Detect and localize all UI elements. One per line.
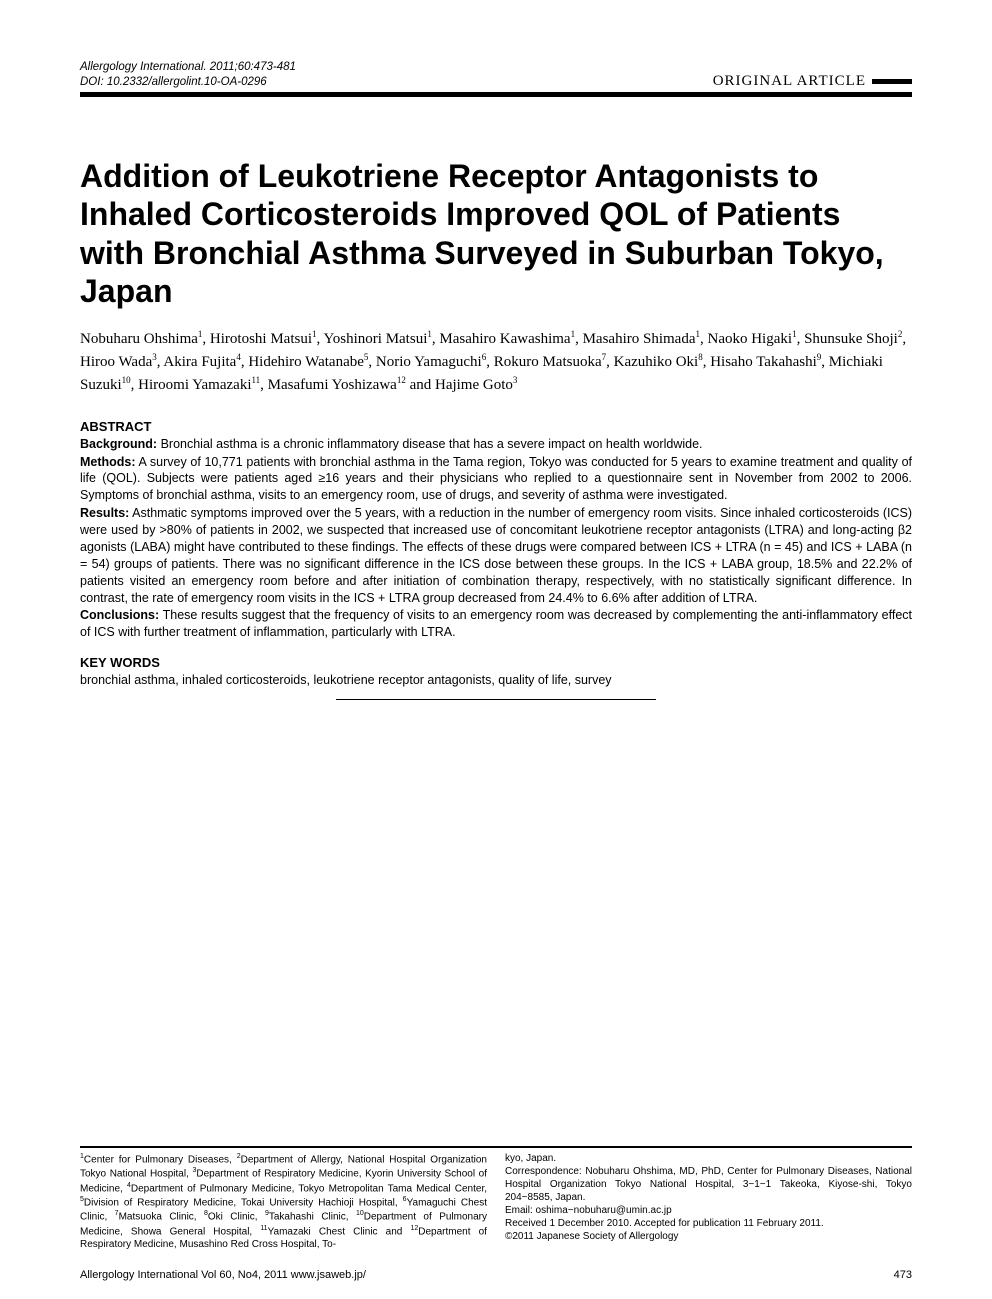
doi: DOI: 10.2332/allergolint.10-OA-0296 [80, 75, 296, 90]
abstract-background: Background: Bronchial asthma is a chroni… [80, 436, 912, 453]
abstract-block: ABSTRACT Background: Bronchial asthma is… [80, 419, 912, 642]
methods-label: Methods: [80, 455, 136, 469]
methods-text: A survey of 10,771 patients with bronchi… [80, 455, 912, 503]
keywords-text: bronchial asthma, inhaled corticosteroid… [80, 672, 912, 689]
background-text: Bronchial asthma is a chronic inflammato… [157, 437, 702, 451]
abstract-methods: Methods: A survey of 10,771 patients wit… [80, 454, 912, 505]
header-bar-full [80, 92, 912, 97]
affiliations-right: kyo, Japan.Correspondence: Nobuharu Ohsh… [505, 1152, 912, 1251]
article-title: Addition of Leukotriene Receptor Antagon… [80, 157, 912, 311]
journal-citation: Allergology International. 2011;60:473-4… [80, 60, 296, 75]
header-bar-short [872, 79, 912, 84]
abstract-conclusions: Conclusions: These results suggest that … [80, 607, 912, 641]
author-list: Nobuharu Ohshima1, Hirotoshi Matsui1, Yo… [80, 328, 912, 396]
abstract-body: Background: Bronchial asthma is a chroni… [80, 436, 912, 642]
article-type-block: ORIGINAL ARTICLE [707, 73, 912, 90]
conclusions-text: These results suggest that the frequency… [80, 608, 912, 639]
abstract-heading: ABSTRACT [80, 419, 912, 434]
article-type: ORIGINAL ARTICLE [707, 73, 872, 90]
results-label: Results: [80, 506, 129, 520]
background-label: Background: [80, 437, 157, 451]
affiliations-rule [80, 1146, 912, 1148]
affiliations-columns: 1Center for Pulmonary Diseases, 2Departm… [80, 1152, 912, 1251]
affiliations-block: 1Center for Pulmonary Diseases, 2Departm… [80, 1146, 912, 1251]
footer-right: 473 [894, 1269, 912, 1281]
conclusions-label: Conclusions: [80, 608, 159, 622]
divider-short [336, 699, 656, 700]
keywords-block: KEY WORDS bronchial asthma, inhaled cort… [80, 655, 912, 689]
footer-left: Allergology International Vol 60, No4, 2… [80, 1269, 366, 1281]
keywords-heading: KEY WORDS [80, 655, 912, 670]
affiliations-left: 1Center for Pulmonary Diseases, 2Departm… [80, 1152, 487, 1251]
abstract-results: Results: Asthmatic symptoms improved ove… [80, 505, 912, 606]
results-text: Asthmatic symptoms improved over the 5 y… [80, 506, 912, 604]
journal-info: Allergology International. 2011;60:473-4… [80, 60, 296, 90]
page-footer: Allergology International Vol 60, No4, 2… [80, 1269, 912, 1281]
page-header: Allergology International. 2011;60:473-4… [80, 60, 912, 90]
